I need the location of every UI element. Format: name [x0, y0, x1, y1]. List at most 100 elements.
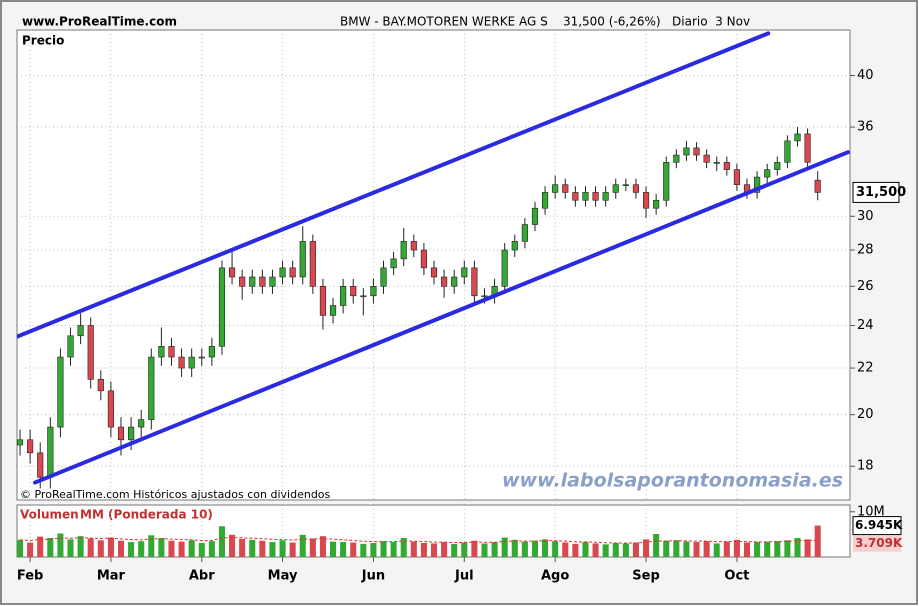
volume-bar	[632, 542, 639, 557]
price-label-box	[852, 181, 900, 203]
ma-label-box	[853, 535, 901, 552]
volume-bar	[572, 543, 579, 557]
candle-body	[764, 169, 771, 178]
volume-bar	[198, 542, 205, 557]
x-tick-label: Jul	[454, 569, 474, 584]
volume-bar	[178, 541, 185, 557]
y-tick-label: 20	[857, 407, 874, 422]
volume-bar	[461, 542, 468, 557]
candle-body	[794, 133, 801, 142]
volume-bar	[340, 542, 347, 557]
volume-bar	[733, 539, 740, 557]
candle-body	[471, 267, 478, 297]
volume-bar	[743, 542, 751, 557]
volume-bar	[128, 542, 135, 557]
y-tick-label: 36	[857, 120, 874, 135]
x-tick-label: Ago	[541, 569, 569, 584]
candle-body	[552, 184, 559, 193]
candle-body	[239, 276, 246, 287]
candle-body	[481, 295, 488, 298]
volume-bar	[531, 540, 539, 557]
x-tick-label: Abr	[189, 569, 215, 584]
volume-bar	[643, 539, 650, 557]
candle-body	[663, 161, 670, 201]
candle-body	[47, 426, 54, 478]
volume-bar	[370, 542, 377, 557]
candle-body	[784, 140, 791, 163]
volume-bar	[67, 539, 74, 557]
volume-bar	[430, 543, 438, 557]
volume-value-label: 6.945K	[855, 518, 903, 532]
candle-body	[754, 176, 761, 193]
volume-bar	[390, 542, 397, 557]
volume-bar	[511, 539, 518, 557]
volume-bar	[37, 536, 44, 557]
candle-body	[279, 267, 286, 278]
candle-body	[117, 426, 125, 441]
volume-bar	[279, 540, 286, 557]
volume-bar	[471, 540, 478, 557]
candle-body	[218, 267, 226, 347]
volume-bar	[27, 542, 34, 557]
candle-body	[693, 147, 700, 156]
x-tick-label: May	[268, 569, 298, 584]
volume-bar	[542, 539, 549, 557]
volume-bar	[259, 540, 266, 557]
candle-body	[441, 276, 448, 287]
volume-bar	[57, 533, 64, 557]
candle-body	[390, 258, 397, 269]
candle-body	[107, 390, 114, 428]
volume-bar	[451, 543, 458, 557]
candle-body	[319, 286, 327, 316]
volume-bar	[774, 541, 781, 557]
volume-bar	[501, 537, 508, 557]
candle-body	[188, 356, 195, 369]
volume-bar	[552, 541, 559, 557]
price-label: 31,500	[856, 185, 906, 200]
candle-body	[814, 179, 821, 193]
volume-bar	[764, 541, 771, 557]
volume-bar	[582, 542, 589, 557]
candle-body	[602, 192, 609, 201]
volume-label-box	[852, 516, 902, 536]
volume-bar	[663, 540, 670, 557]
candle-body	[168, 346, 175, 358]
volume-bar	[269, 542, 276, 557]
candle-body	[501, 249, 508, 287]
candle-body	[128, 426, 135, 441]
candle-body	[541, 192, 549, 209]
volume-bar	[703, 541, 710, 557]
candle-body	[410, 241, 417, 251]
candle-body	[582, 192, 589, 201]
x-tick-label: Sep	[632, 569, 660, 584]
volume-bar	[330, 541, 337, 557]
candle-body	[804, 133, 811, 163]
candle-body	[562, 184, 569, 193]
candle-body	[329, 305, 337, 316]
candle-body	[198, 356, 205, 359]
volume-bar	[592, 543, 599, 557]
volume-bar	[380, 541, 387, 557]
volume-bar	[804, 539, 811, 557]
volume-bar	[420, 542, 427, 557]
candle-body	[511, 241, 518, 251]
volume-bar	[713, 543, 720, 557]
candle-body	[87, 325, 94, 380]
candle-body	[158, 346, 165, 358]
candle-body	[249, 276, 256, 287]
candle-body	[37, 452, 44, 478]
volume-bar	[612, 542, 619, 557]
candle-body	[77, 325, 84, 337]
candle-body	[380, 267, 387, 287]
volume-bar	[148, 535, 155, 557]
volume-bar	[481, 543, 488, 557]
volume-bar	[350, 542, 357, 557]
candle-body	[622, 184, 629, 187]
candle-body	[57, 356, 64, 428]
candle-body	[360, 295, 367, 298]
candle-body	[97, 378, 104, 392]
candle-body	[612, 184, 619, 193]
volume-bar	[229, 534, 236, 557]
ma-name: MM (Ponderada 10)	[80, 508, 213, 522]
